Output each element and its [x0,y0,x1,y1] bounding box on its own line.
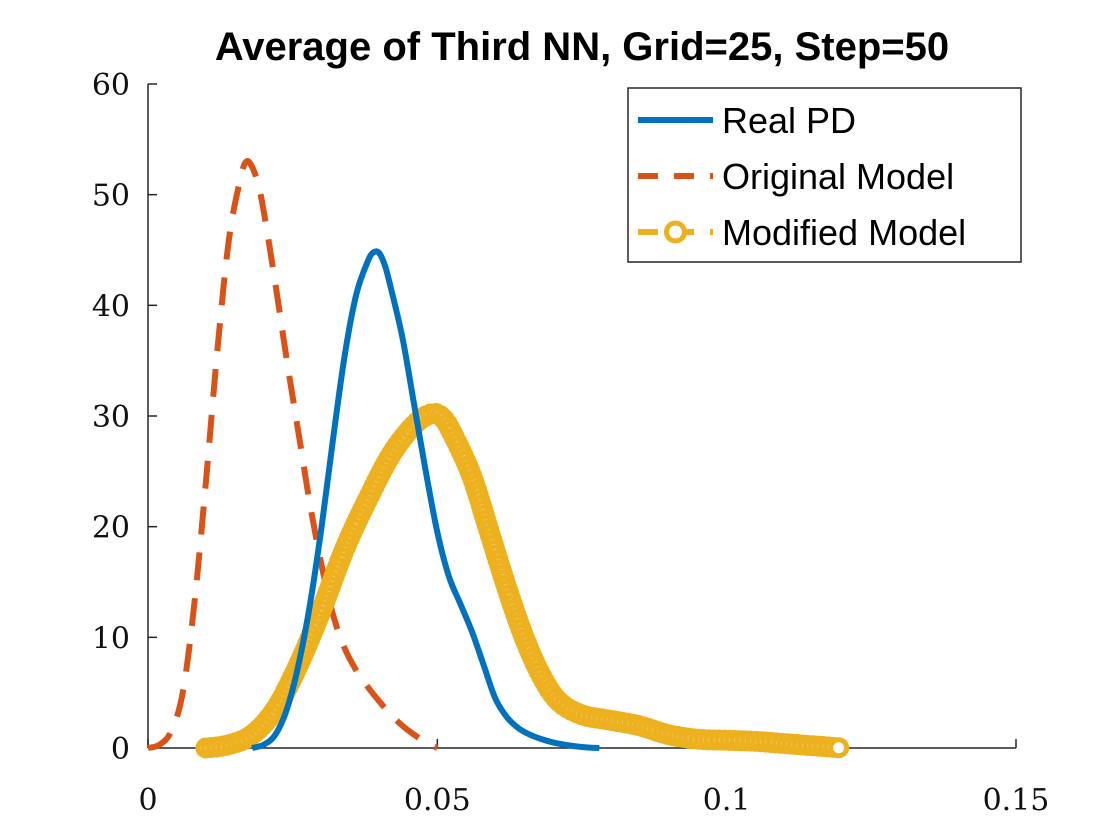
x-tick-label: 0.05 [404,783,471,818]
y-tick-label: 20 [92,511,130,546]
chart-title: Average of Third NN, Grid=25, Step=50 [215,25,949,69]
x-tick-label: 0.15 [983,783,1050,818]
y-tick-label: 40 [92,289,130,324]
series-layer [147,158,850,759]
series-line-real-pd [251,248,600,751]
y-tick-label: 60 [92,68,130,103]
x-tick-label: 0.1 [703,783,751,818]
axis-ticks: 0 0.05 0.1 0.15 0 10 20 30 40 50 60 [92,68,1050,818]
series-marker [828,737,850,759]
legend-marker-modified-model [664,220,687,244]
series-line-original-model [147,158,439,751]
legend: Real PD Original Model Modified Model [627,87,1022,263]
legend-label-modified-model: Modified Model [722,212,966,253]
y-tick-label: 10 [92,621,130,656]
y-tick-label: 30 [92,400,130,435]
legend-label-real-pd: Real PD [722,100,856,141]
legend-label-original-model: Original Model [722,156,954,197]
x-tick-label: 0 [138,783,157,818]
y-tick-label: 0 [111,732,130,767]
y-tick-label: 50 [92,179,130,214]
